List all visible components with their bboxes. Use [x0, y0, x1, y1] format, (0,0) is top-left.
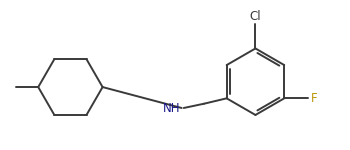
Text: NH: NH: [163, 102, 181, 115]
Text: F: F: [310, 92, 317, 105]
Text: Cl: Cl: [250, 10, 261, 23]
